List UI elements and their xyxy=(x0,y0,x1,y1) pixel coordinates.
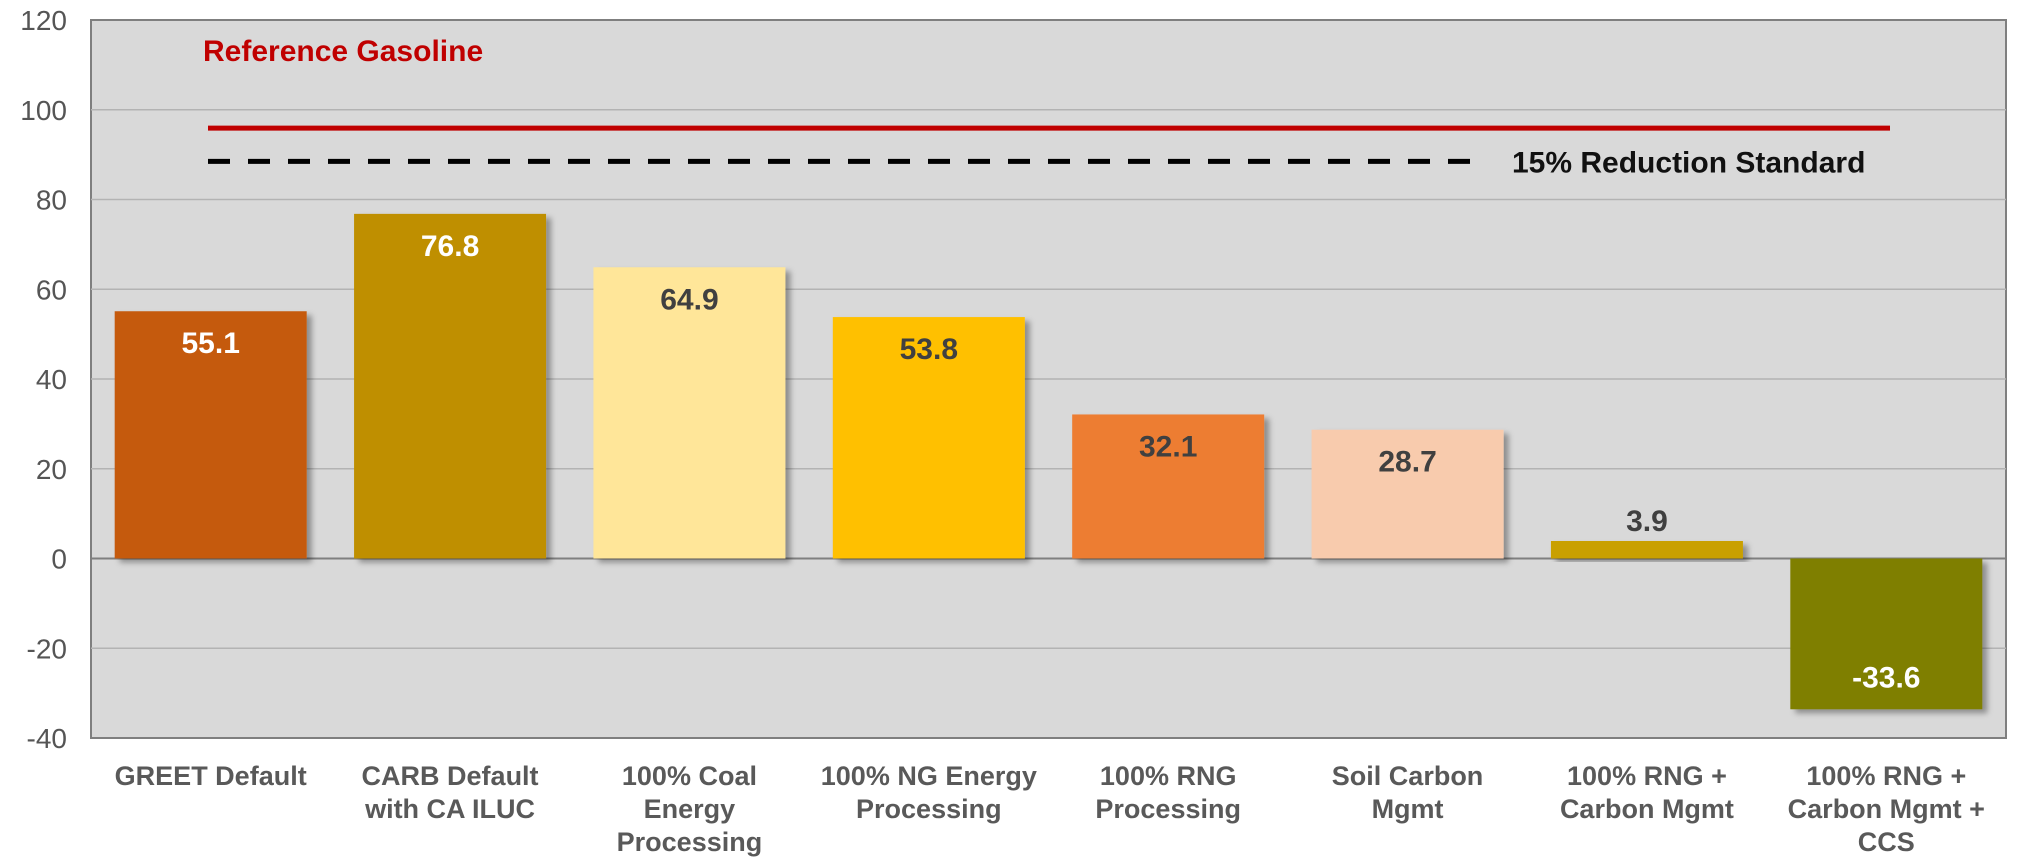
data-label: 76.8 xyxy=(421,230,479,263)
x-tick-label-line: CARB Default xyxy=(362,761,539,791)
y-tick-label: 80 xyxy=(36,185,67,216)
data-label: 28.7 xyxy=(1378,446,1436,479)
x-axis: GREET Default CARB Default with CA ILUC 100… xyxy=(115,761,1985,857)
x-tick-label-line: Energy xyxy=(644,794,736,824)
x-tick-label-line: 100% RNG + xyxy=(1567,761,1727,791)
x-tick-label-line: Soil Carbon xyxy=(1332,761,1484,791)
x-tick-label-line: Processing xyxy=(1095,794,1241,824)
bar xyxy=(1072,414,1265,559)
bars: 55.1 76.8 64.9 53.8 32.1 28.7 3.9 -33.6 xyxy=(114,213,1983,710)
data-label: 55.1 xyxy=(181,327,239,360)
data-label: 53.8 xyxy=(900,333,958,366)
x-tick-label: 100% RNG Processing xyxy=(1095,761,1241,824)
bar xyxy=(832,317,1025,559)
x-tick-label: 100% RNG + Carbon Mgmt + CCS xyxy=(1788,761,1985,857)
y-tick-label: 120 xyxy=(20,5,67,36)
y-tick-label: 20 xyxy=(36,454,67,485)
x-tick-label-line: 100% RNG + xyxy=(1806,761,1966,791)
y-tick-label: 100 xyxy=(20,95,67,126)
y-axis: -40 -20 0 20 40 60 80 100 120 xyxy=(20,5,67,754)
bar xyxy=(114,311,307,559)
x-tick-label-line: GREET Default xyxy=(115,761,307,791)
y-tick-label: 60 xyxy=(36,274,67,305)
data-label: 64.9 xyxy=(660,283,718,316)
x-tick-label: 100% NG Energy Processing xyxy=(821,761,1037,824)
y-tick-label: 40 xyxy=(36,364,67,395)
x-tick-label-line: 100% NG Energy xyxy=(821,761,1037,791)
x-tick-label-line: with CA ILUC xyxy=(364,794,535,824)
bar xyxy=(354,213,547,559)
y-tick-label: -20 xyxy=(27,633,67,664)
data-label: 3.9 xyxy=(1626,505,1668,538)
x-tick-label: GREET Default xyxy=(115,761,307,791)
reference-gasoline-label: Reference Gasoline xyxy=(203,35,483,68)
x-tick-label: Soil Carbon Mgmt xyxy=(1332,761,1484,824)
x-tick-label: 100% RNG + Carbon Mgmt xyxy=(1560,761,1734,824)
y-tick-label: -40 xyxy=(27,723,67,754)
x-tick-label-line: Carbon Mgmt xyxy=(1560,794,1734,824)
y-tick-label: 0 xyxy=(51,544,67,575)
x-tick-label-line: 100% RNG xyxy=(1100,761,1237,791)
reference-lines: Reference Gasoline 15% Reduction Standard xyxy=(203,35,1890,179)
data-label: 32.1 xyxy=(1139,430,1197,463)
bar xyxy=(1550,540,1743,559)
x-tick-label: 100% Coal Energy Processing xyxy=(617,761,763,857)
bar xyxy=(1790,558,1983,710)
bar xyxy=(1311,429,1504,559)
x-tick-label-line: CCS xyxy=(1858,827,1915,857)
bar xyxy=(593,267,786,559)
x-tick-label-line: Processing xyxy=(856,794,1002,824)
x-tick-label-line: Mgmt xyxy=(1372,794,1444,824)
reduction-standard-label: 15% Reduction Standard xyxy=(1512,146,1865,179)
x-tick-label-line: Processing xyxy=(617,827,763,857)
x-tick-label: CARB Default with CA ILUC xyxy=(362,761,539,824)
x-tick-label-line: Carbon Mgmt + xyxy=(1788,794,1985,824)
data-label: -33.6 xyxy=(1852,661,1920,694)
x-tick-label-line: 100% Coal xyxy=(622,761,757,791)
